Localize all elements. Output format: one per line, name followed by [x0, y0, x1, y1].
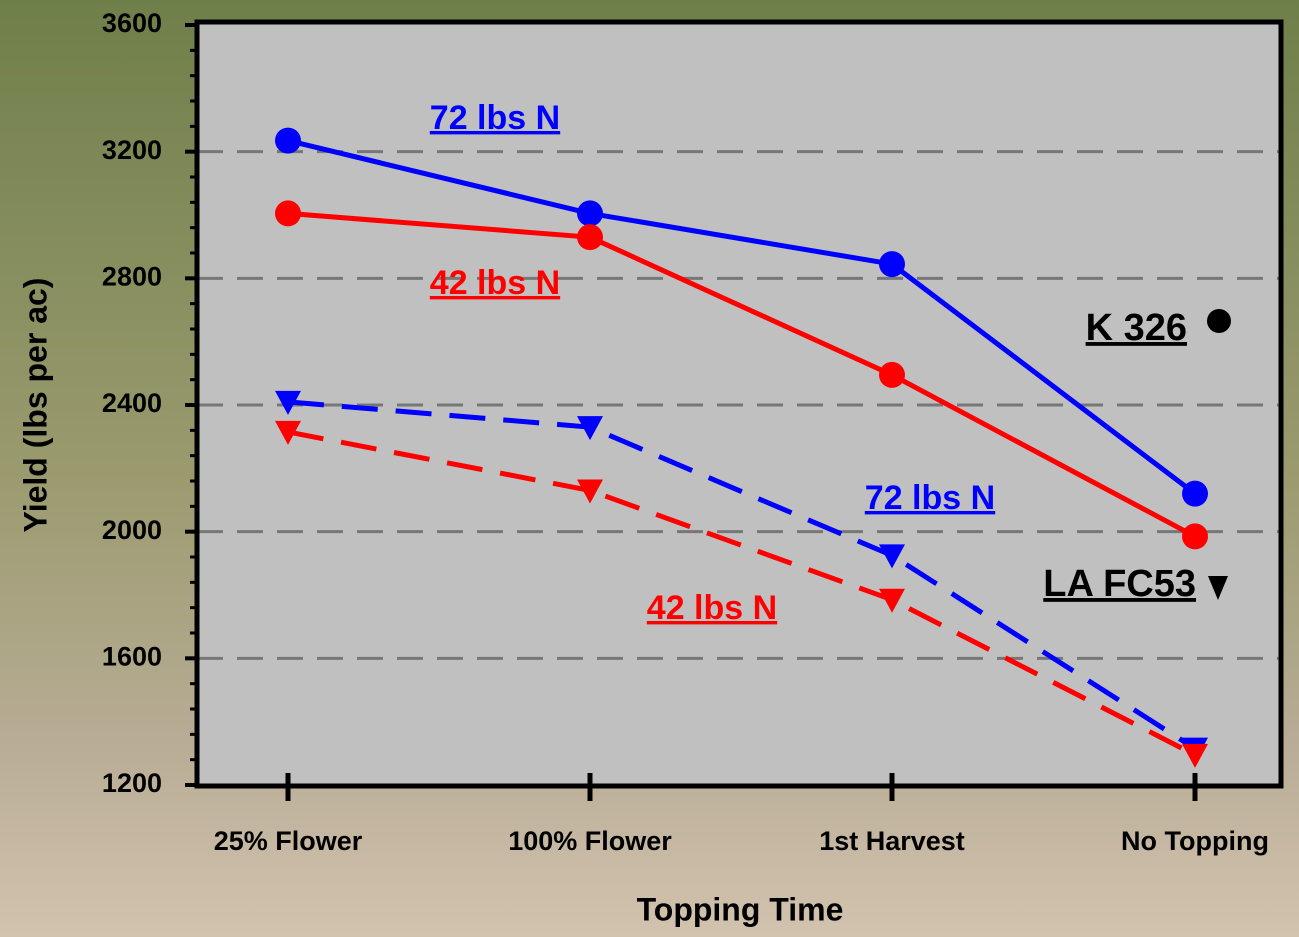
- point: [577, 416, 603, 441]
- point: [275, 420, 301, 445]
- y-tick-label: 2800: [102, 261, 162, 291]
- point: [1182, 480, 1208, 507]
- y-tick-label: 3600: [102, 8, 162, 38]
- point: [879, 361, 905, 388]
- y-tick-label: 2400: [102, 388, 162, 418]
- y-tick-label: 1200: [102, 768, 162, 798]
- y-tick-label: 2000: [102, 515, 162, 545]
- point: [1182, 523, 1208, 550]
- point: [275, 390, 301, 415]
- series-line: [287, 138, 1197, 496]
- point: [879, 544, 905, 569]
- series-line: [287, 210, 1197, 539]
- x-tick-label: 25% Flower: [214, 826, 363, 856]
- point: [577, 200, 603, 227]
- point: [1182, 743, 1208, 768]
- series-label: 72 lbs N: [865, 479, 995, 517]
- annotation-marker: [1207, 309, 1231, 333]
- point: [577, 479, 603, 504]
- x-axis-title: Topping Time: [637, 891, 844, 927]
- y-axis-title: Yield (lbs per ac): [17, 278, 53, 533]
- y-tick-label: 3200: [102, 135, 162, 165]
- x-tick-label: 1st Harvest: [819, 826, 965, 856]
- point: [275, 200, 301, 227]
- annotation: LA FC53: [1043, 563, 1196, 605]
- x-tick-label: No Topping: [1121, 826, 1269, 856]
- point: [275, 127, 301, 154]
- y-tick-label: 1600: [102, 641, 162, 671]
- series-label: 42 lbs N: [430, 264, 560, 302]
- plot-border: [194, 19, 1284, 789]
- annotation-marker: [1208, 576, 1228, 600]
- point: [879, 588, 905, 613]
- series-label: 72 lbs N: [430, 99, 560, 137]
- x-tick-label: 100% Flower: [508, 826, 672, 856]
- series-line: [287, 399, 1197, 751]
- point: [879, 251, 905, 278]
- point: [577, 224, 603, 251]
- annotation: K 326: [1086, 307, 1187, 349]
- series-label: 42 lbs N: [647, 589, 777, 627]
